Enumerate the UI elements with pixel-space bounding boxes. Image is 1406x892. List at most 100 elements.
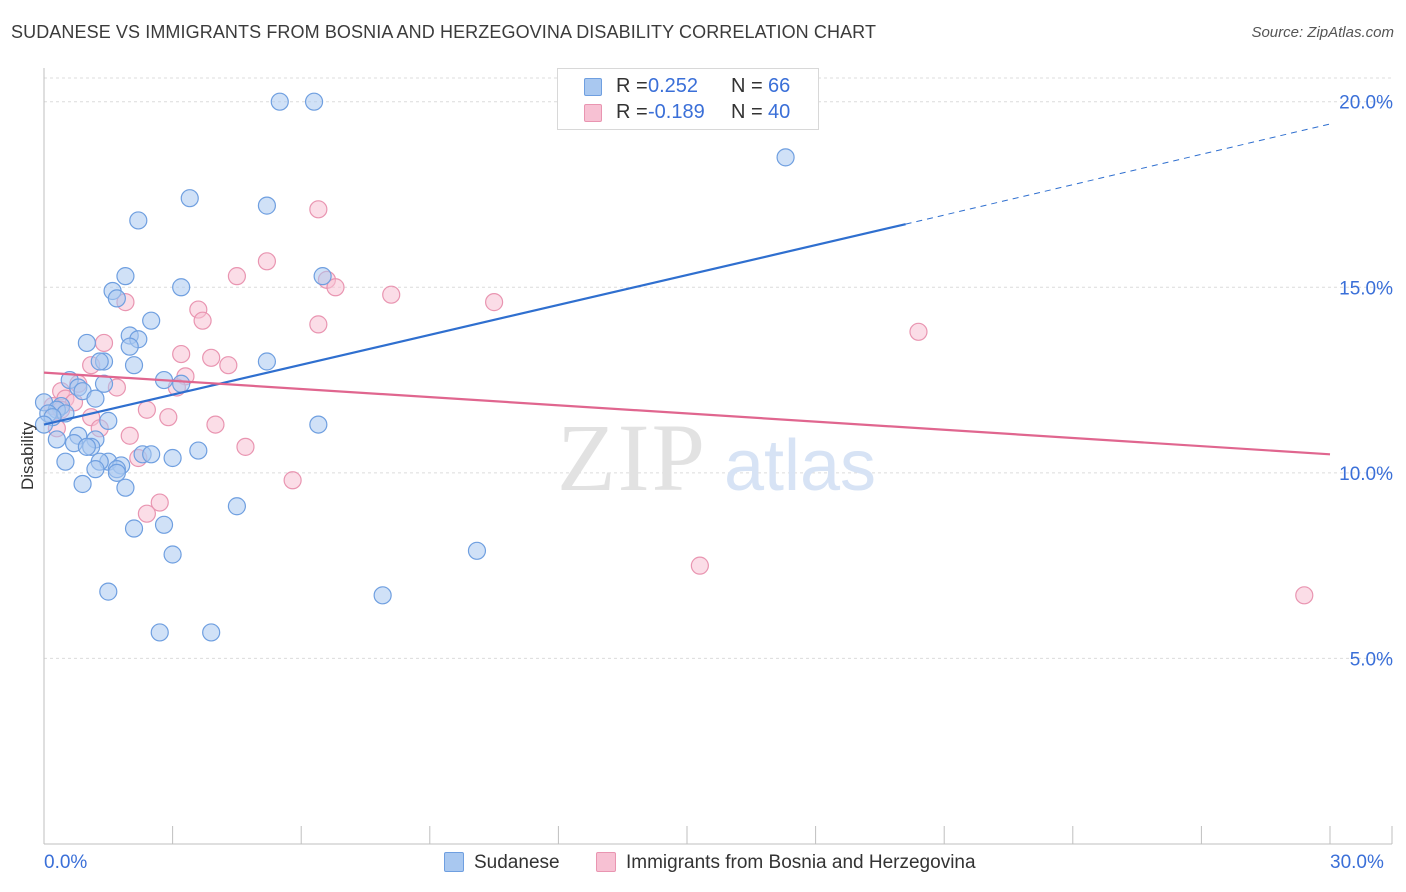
data-point: [776, 148, 795, 167]
data-point: [120, 337, 139, 356]
stats-swatch-sudanese: [584, 78, 602, 96]
data-point: [99, 582, 118, 601]
bottom-legend: Sudanese Immigrants from Bosnia and Herz…: [0, 852, 1406, 878]
data-point: [142, 311, 161, 330]
data-point: [382, 285, 401, 304]
series-sudanese-points: [34, 92, 795, 642]
y-tick-label: 5.0%: [1350, 649, 1393, 670]
data-point: [270, 92, 289, 111]
r-value: -0.189: [648, 101, 705, 123]
data-point: [257, 352, 277, 371]
r-label: R =: [616, 101, 648, 123]
y-tick-label: 15.0%: [1339, 278, 1393, 299]
chart-title: SUDANESE VS IMMIGRANTS FROM BOSNIA AND H…: [11, 22, 877, 42]
trend-line-extension: [905, 123, 1331, 225]
data-point: [202, 348, 221, 367]
watermark-zip: ZIP: [557, 404, 707, 511]
data-point: [172, 374, 191, 393]
y-tick-label: 20.0%: [1339, 93, 1393, 114]
x-tick-label-max: 30.0%: [1330, 852, 1384, 873]
data-point: [73, 474, 92, 494]
n-label: N =: [731, 75, 763, 97]
data-point: [116, 478, 135, 497]
legend-label: Immigrants from Bosnia and Herzegovina: [626, 852, 976, 873]
data-point: [86, 389, 105, 408]
legend-label: Sudanese: [474, 852, 560, 873]
data-point: [236, 437, 255, 456]
r-value: 0.252: [648, 75, 699, 97]
data-point: [1295, 586, 1314, 605]
data-point: [99, 411, 118, 430]
data-point: [257, 196, 277, 215]
legend-swatch-sudanese: [444, 852, 464, 872]
legend-item-sudanese[interactable]: Sudanese: [444, 852, 560, 874]
stats-swatch-bosnia: [584, 104, 602, 122]
data-point: [150, 623, 169, 642]
data-point: [690, 556, 709, 575]
axes: [43, 68, 1393, 845]
source-credit: Source: ZipAtlas.com: [1251, 24, 1394, 41]
r-label: R =: [616, 75, 648, 97]
stats-row-bosnia: R = -0.189 N = 40: [558, 100, 818, 126]
data-point: [56, 452, 75, 471]
data-point: [193, 311, 212, 330]
data-point: [120, 426, 139, 445]
data-point: [172, 278, 191, 297]
data-point: [304, 92, 324, 111]
trend-lines: [43, 123, 1331, 456]
data-point: [172, 344, 191, 364]
data-point: [94, 374, 114, 393]
trend-line-sudanese: [43, 223, 906, 426]
data-point: [159, 408, 178, 427]
data-point: [309, 200, 328, 219]
data-point: [180, 189, 199, 208]
data-point: [227, 497, 246, 516]
data-point: [86, 460, 105, 479]
data-point: [202, 623, 221, 642]
data-point: [107, 289, 126, 308]
data-point: [163, 448, 182, 468]
data-point: [116, 267, 135, 286]
data-point: [47, 430, 66, 449]
data-point: [326, 278, 345, 297]
data-point: [309, 415, 328, 434]
n-value: 66: [768, 75, 791, 97]
data-point: [77, 333, 96, 353]
x-tick-label-min: 0.0%: [44, 852, 88, 873]
data-point: [150, 493, 169, 512]
data-point: [124, 356, 144, 375]
data-point: [107, 463, 126, 482]
y-tick-labels: 5.0% 10.0% 15.0% 20.0%: [1339, 93, 1393, 671]
gridlines: [44, 77, 1392, 659]
data-point: [137, 400, 156, 419]
n-label: N =: [731, 101, 763, 123]
legend-item-bosnia[interactable]: Immigrants from Bosnia and Herzegovina: [596, 852, 976, 874]
data-point: [467, 541, 487, 560]
watermark: ZIP atlas: [557, 404, 876, 511]
data-point: [373, 586, 392, 605]
data-point: [219, 356, 238, 375]
data-point: [227, 267, 246, 286]
stats-row-sudanese: R = 0.252 N = 66: [558, 74, 818, 100]
data-point: [313, 267, 332, 286]
n-value: 40: [768, 101, 791, 123]
data-point: [909, 322, 928, 341]
data-point: [189, 441, 208, 460]
data-point: [124, 519, 144, 538]
data-point: [142, 445, 161, 464]
data-point: [137, 504, 156, 523]
data-point: [283, 471, 302, 490]
stats-legend-box: R = 0.252 N = 66 R = -0.189 N = 40: [557, 68, 819, 130]
data-point: [485, 293, 504, 312]
trend-line-bosnia: [43, 371, 1331, 456]
legend-swatch-bosnia: [596, 852, 616, 872]
y-axis-title: Disability: [18, 421, 37, 491]
data-point: [129, 211, 148, 230]
data-point: [257, 252, 277, 271]
data-point: [154, 515, 174, 534]
series-bosnia-points: [43, 200, 1314, 605]
data-point: [77, 437, 96, 456]
watermark-atlas: atlas: [724, 426, 876, 506]
data-point: [90, 352, 109, 371]
